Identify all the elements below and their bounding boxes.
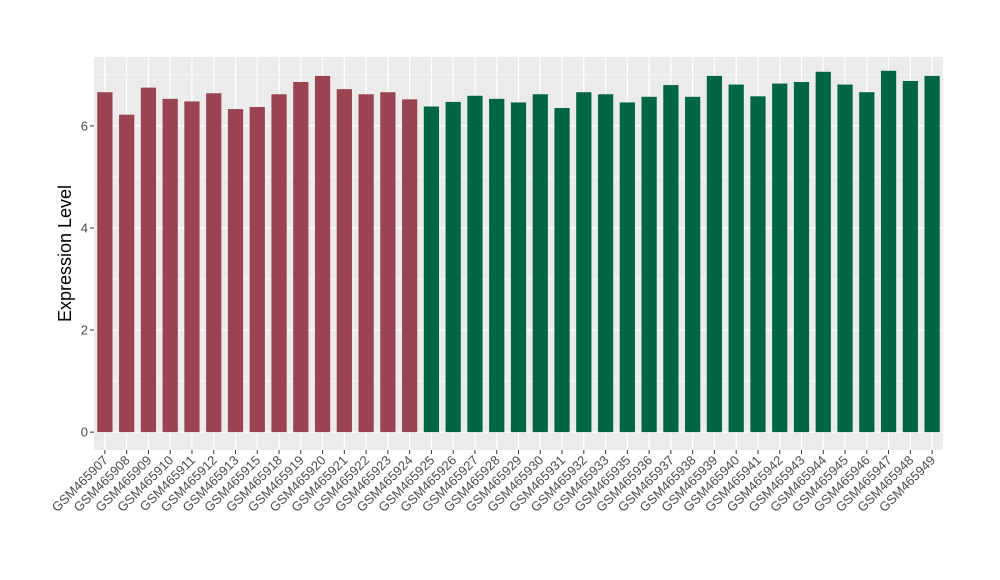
bar-GSM465935: [619, 102, 635, 433]
bar-GSM465940: [728, 84, 744, 433]
bar-GSM465922: [358, 94, 374, 433]
bar-GSM465936: [641, 96, 657, 433]
bar-GSM465908: [119, 114, 135, 433]
bar-GSM465925: [423, 106, 440, 433]
bar-GSM465930: [532, 94, 548, 433]
bar-GSM465919: [293, 82, 309, 433]
bar-GSM465945: [837, 84, 853, 433]
y-tick-label: 0: [81, 425, 88, 440]
y-axis-title: Expression Level: [55, 185, 75, 322]
y-tick-label: 2: [81, 323, 88, 338]
bar-GSM465931: [554, 108, 570, 433]
bar-GSM465932: [576, 92, 592, 433]
bar-GSM465910: [162, 98, 178, 433]
bar-GSM465937: [663, 85, 679, 433]
bar-GSM465912: [206, 93, 222, 433]
bar-GSM465944: [815, 71, 831, 433]
bar-GSM465929: [510, 102, 527, 433]
bar-GSM465939: [706, 75, 723, 433]
bar-GSM465915: [249, 107, 265, 433]
bar-GSM465941: [750, 96, 766, 433]
y-tick-label: 4: [81, 220, 88, 235]
bar-GSM465947: [880, 70, 897, 433]
bar-GSM465938: [685, 96, 701, 433]
bar-GSM465942: [772, 83, 788, 433]
bar-GSM465924: [402, 99, 418, 433]
bar-GSM465913: [227, 109, 244, 433]
bar-GSM465948: [902, 80, 918, 433]
bar-GSM465926: [445, 101, 461, 433]
bar-GSM465921: [336, 89, 352, 433]
bar-GSM465946: [859, 92, 875, 433]
bar-GSM465927: [467, 95, 483, 433]
bar-GSM465943: [793, 82, 810, 433]
bar-GSM465933: [597, 94, 614, 433]
bar-GSM465907: [97, 92, 113, 433]
y-axis: 0 2 4 6: [81, 118, 94, 440]
bar-GSM465920: [314, 75, 331, 433]
bar-GSM465949: [924, 75, 940, 433]
bar-GSM465918: [271, 94, 287, 433]
bar-GSM465928: [489, 98, 505, 433]
bar-GSM465923: [380, 92, 396, 433]
bar-GSM465911: [184, 101, 200, 433]
bars: [97, 70, 940, 433]
x-axis: GSM465907GSM465908GSM465909GSM465910GSM4…: [49, 450, 938, 515]
bar-GSM465909: [140, 87, 157, 433]
y-tick-label: 6: [81, 118, 88, 133]
